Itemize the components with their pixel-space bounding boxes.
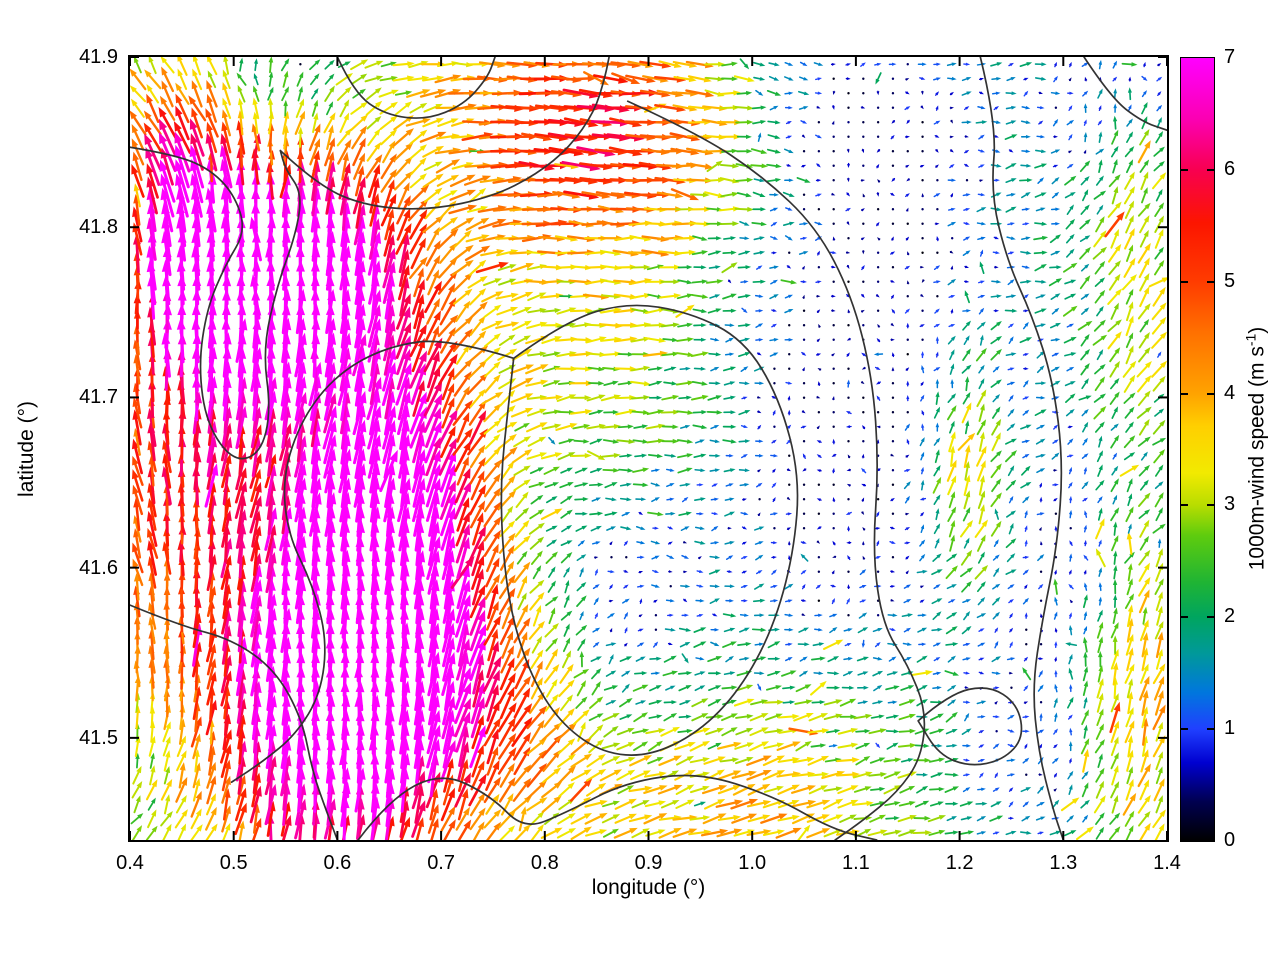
colorbar-tick bbox=[1181, 168, 1188, 171]
colorbar-tick-label: 0 bbox=[1224, 829, 1236, 851]
x-tick-label: 1.4 bbox=[1153, 852, 1181, 874]
x-axis-label: longitude (°) bbox=[591, 876, 706, 899]
colorbar-gradient bbox=[1181, 58, 1214, 841]
x-tick-label: 0.4 bbox=[116, 852, 144, 874]
y-tick-label: 41.8 bbox=[79, 216, 118, 239]
wind-vector-canvas bbox=[130, 57, 1167, 840]
colorbar-tick-label: 5 bbox=[1224, 269, 1236, 292]
y-tick-label: 41.9 bbox=[79, 46, 118, 68]
colorbar-label: 1000m-wind speed (m s-1) bbox=[1242, 326, 1269, 571]
colorbar-tick bbox=[1181, 392, 1188, 395]
y-tick-label: 41.5 bbox=[79, 726, 118, 749]
colorbar-tick bbox=[1207, 728, 1214, 731]
colorbar-tick-label: 6 bbox=[1224, 157, 1236, 180]
colorbar-tick bbox=[1207, 392, 1214, 395]
colorbar-label-wrap: 1000m-wind speed (m s-1) bbox=[1236, 57, 1276, 840]
colorbar-tick bbox=[1181, 616, 1188, 619]
colorbar-tick bbox=[1181, 504, 1188, 507]
colorbar-tick-label: 1 bbox=[1224, 717, 1236, 740]
x-tick-label: 1.3 bbox=[1049, 852, 1078, 874]
colorbar-tick-label: 3 bbox=[1224, 493, 1236, 516]
x-tick-label: 0.7 bbox=[427, 852, 455, 874]
colorbar-tick-label: 7 bbox=[1224, 46, 1236, 68]
colorbar-tick bbox=[1181, 280, 1188, 283]
x-tick-label: 0.8 bbox=[530, 852, 559, 874]
x-tick-label: 0.6 bbox=[323, 852, 352, 874]
x-tick-label: 1.1 bbox=[841, 852, 870, 874]
colorbar-label-superscript: -1 bbox=[1242, 333, 1259, 347]
y-tick-label: 41.7 bbox=[79, 386, 118, 409]
x-tick-label: 0.5 bbox=[219, 852, 248, 874]
colorbar-tick bbox=[1181, 728, 1188, 731]
colorbar-tick bbox=[1207, 504, 1214, 507]
y-axis-label-wrap: latitude (°) bbox=[10, 57, 44, 840]
colorbar-tick bbox=[1207, 616, 1214, 619]
colorbar-tick bbox=[1207, 280, 1214, 283]
colorbar-tick bbox=[1207, 168, 1214, 171]
y-axis-label: latitude (°) bbox=[15, 400, 38, 497]
y-tick-label: 41.6 bbox=[79, 556, 118, 579]
colorbar bbox=[1180, 57, 1215, 842]
colorbar-tick-label: 2 bbox=[1224, 605, 1236, 628]
x-tick-label: 0.9 bbox=[634, 852, 663, 874]
colorbar-tick-label: 4 bbox=[1224, 381, 1236, 404]
plot-area bbox=[128, 55, 1169, 842]
x-tick-label: 1.0 bbox=[738, 852, 767, 874]
x-tick-label: 1.2 bbox=[945, 852, 974, 874]
